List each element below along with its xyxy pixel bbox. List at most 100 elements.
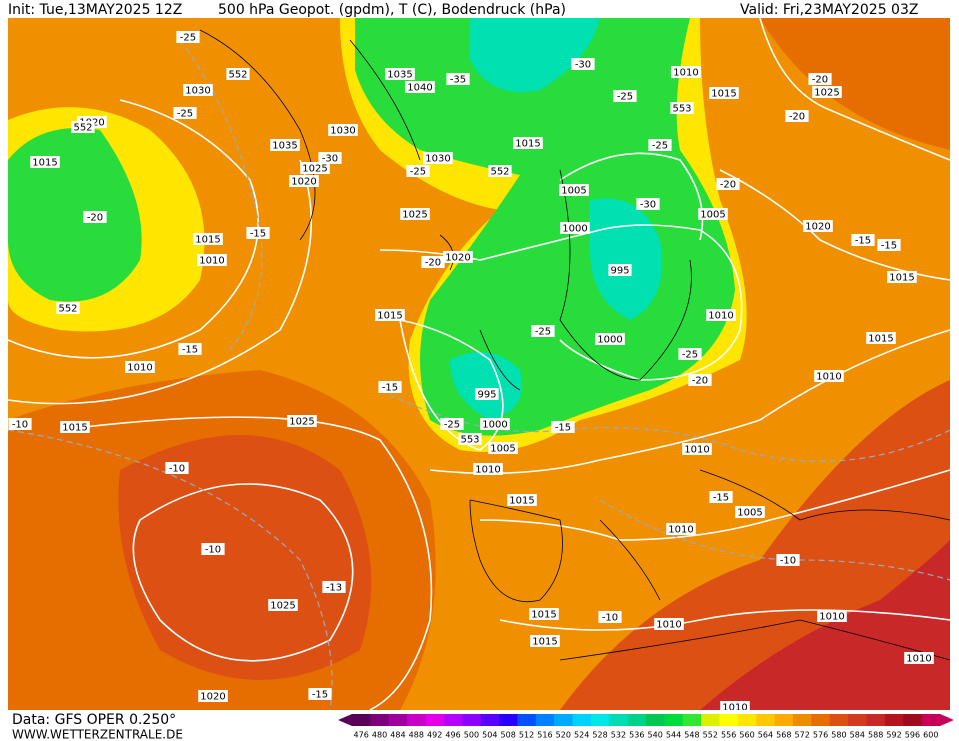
label-box <box>289 175 319 187</box>
colorbar-segment <box>829 714 849 726</box>
label-box <box>270 139 300 151</box>
label-box <box>682 443 712 455</box>
contour-label: 1015 <box>531 610 556 621</box>
contour-label: 1015 <box>515 139 540 150</box>
contour-label: -10 <box>169 464 185 475</box>
label-box <box>176 31 200 43</box>
label-box <box>671 66 701 78</box>
contour-label: -30 <box>322 154 338 165</box>
colorbar-segment <box>682 714 702 726</box>
colorbar-label: 600 <box>923 731 938 740</box>
label-box <box>636 198 660 210</box>
colorbar-label: 584 <box>850 731 865 740</box>
contour-label: 1000 <box>482 420 507 431</box>
contour-label: 1010 <box>722 703 747 714</box>
label-box <box>803 220 833 232</box>
contour-label: 1010 <box>475 465 500 476</box>
label-box <box>851 234 875 246</box>
colorbar-label: 496 <box>445 731 460 740</box>
label-box <box>198 690 228 702</box>
label-box <box>385 68 415 80</box>
contour-labels: 1015 1030 1020 -25 552 -25 552 -20 1015 1010 -15 55… <box>8 31 934 714</box>
contour-label: -10 <box>205 545 221 556</box>
contour-label: 1015 <box>195 235 220 246</box>
colorbar-segment <box>756 714 776 726</box>
contour-label: -25 <box>177 109 193 120</box>
contour-label: -25 <box>444 420 460 431</box>
contour-label: 1010 <box>708 311 733 322</box>
colorbar-segment <box>609 714 629 726</box>
contour-label: -20 <box>87 213 103 224</box>
contour-label: -15 <box>312 690 328 701</box>
contour-label: 1015 <box>32 158 57 169</box>
label-box <box>475 388 499 400</box>
label-box <box>473 463 503 475</box>
contour-label: 1010 <box>906 654 931 665</box>
contour-label: 1015 <box>711 89 736 100</box>
contour-label: 1015 <box>509 496 534 507</box>
label-box <box>300 162 330 174</box>
colorbar-label: 508 <box>501 731 516 740</box>
label-box <box>443 251 473 263</box>
label-box <box>458 433 482 445</box>
colorbar-label: 532 <box>611 731 626 740</box>
label-box <box>670 102 694 114</box>
colorbar-label: 592 <box>886 731 901 740</box>
label-box <box>608 264 632 276</box>
label-box <box>183 84 213 96</box>
label-box <box>178 343 202 355</box>
map-title: 500 hPa Geopot. (gpdm), T (C), Bodendruc… <box>218 2 566 18</box>
colorbar-segment <box>664 714 684 726</box>
label-box <box>698 208 728 220</box>
colorbar-segment <box>499 714 518 726</box>
contour-label: -30 <box>575 60 591 71</box>
label-box <box>706 309 736 321</box>
label-box <box>666 523 696 535</box>
label-box <box>531 325 555 337</box>
label-box <box>513 137 543 149</box>
contour-label: -15 <box>555 423 571 434</box>
colorbar-segment <box>425 714 445 726</box>
contour-label: 553 <box>672 104 691 115</box>
colorbar-label: 568 <box>776 731 791 740</box>
contour-label: 1030 <box>425 154 450 165</box>
label-box <box>529 608 559 620</box>
contour-label: 1010 <box>127 363 152 374</box>
contour-label: 1015 <box>62 423 87 434</box>
contour-label: 1020 <box>200 692 225 703</box>
contour-label: 1010 <box>199 256 224 267</box>
contour-label: -20 <box>789 112 805 123</box>
colorbar-label: 516 <box>537 731 552 740</box>
label-box <box>776 554 800 566</box>
colorbar-segment <box>774 714 794 726</box>
colorbar-segment <box>388 714 408 726</box>
colorbar-label: 560 <box>739 731 754 740</box>
contour-label: 1010 <box>819 612 844 623</box>
contour-label: 1005 <box>700 210 725 221</box>
colorbar-label: 576 <box>813 731 828 740</box>
contour-label: 1025 <box>289 417 314 428</box>
label-box <box>268 599 298 611</box>
label-box <box>375 309 405 321</box>
colorbar-segment <box>535 714 555 726</box>
contour-label: 1005 <box>561 186 586 197</box>
colorbar-label: 480 <box>372 731 387 740</box>
label-box <box>400 208 430 220</box>
contour-label: 1015 <box>868 334 893 345</box>
label-box <box>308 688 332 700</box>
contour-label: 1025 <box>402 210 427 221</box>
label-box <box>405 81 435 93</box>
label-box <box>678 348 702 360</box>
contour-label: -10 <box>602 613 618 624</box>
colorbar-label: 552 <box>703 731 718 740</box>
label-box <box>559 184 589 196</box>
colorbar-label: 540 <box>648 731 663 740</box>
label-box <box>423 152 453 164</box>
colorbar-label: 544 <box>666 731 681 740</box>
colorbar-segment <box>590 714 610 726</box>
contour-label: -10 <box>780 556 796 567</box>
label-box <box>904 652 934 664</box>
colorbar-label: 524 <box>574 731 589 740</box>
colorbar-segment <box>737 714 757 726</box>
label-box <box>197 254 227 266</box>
